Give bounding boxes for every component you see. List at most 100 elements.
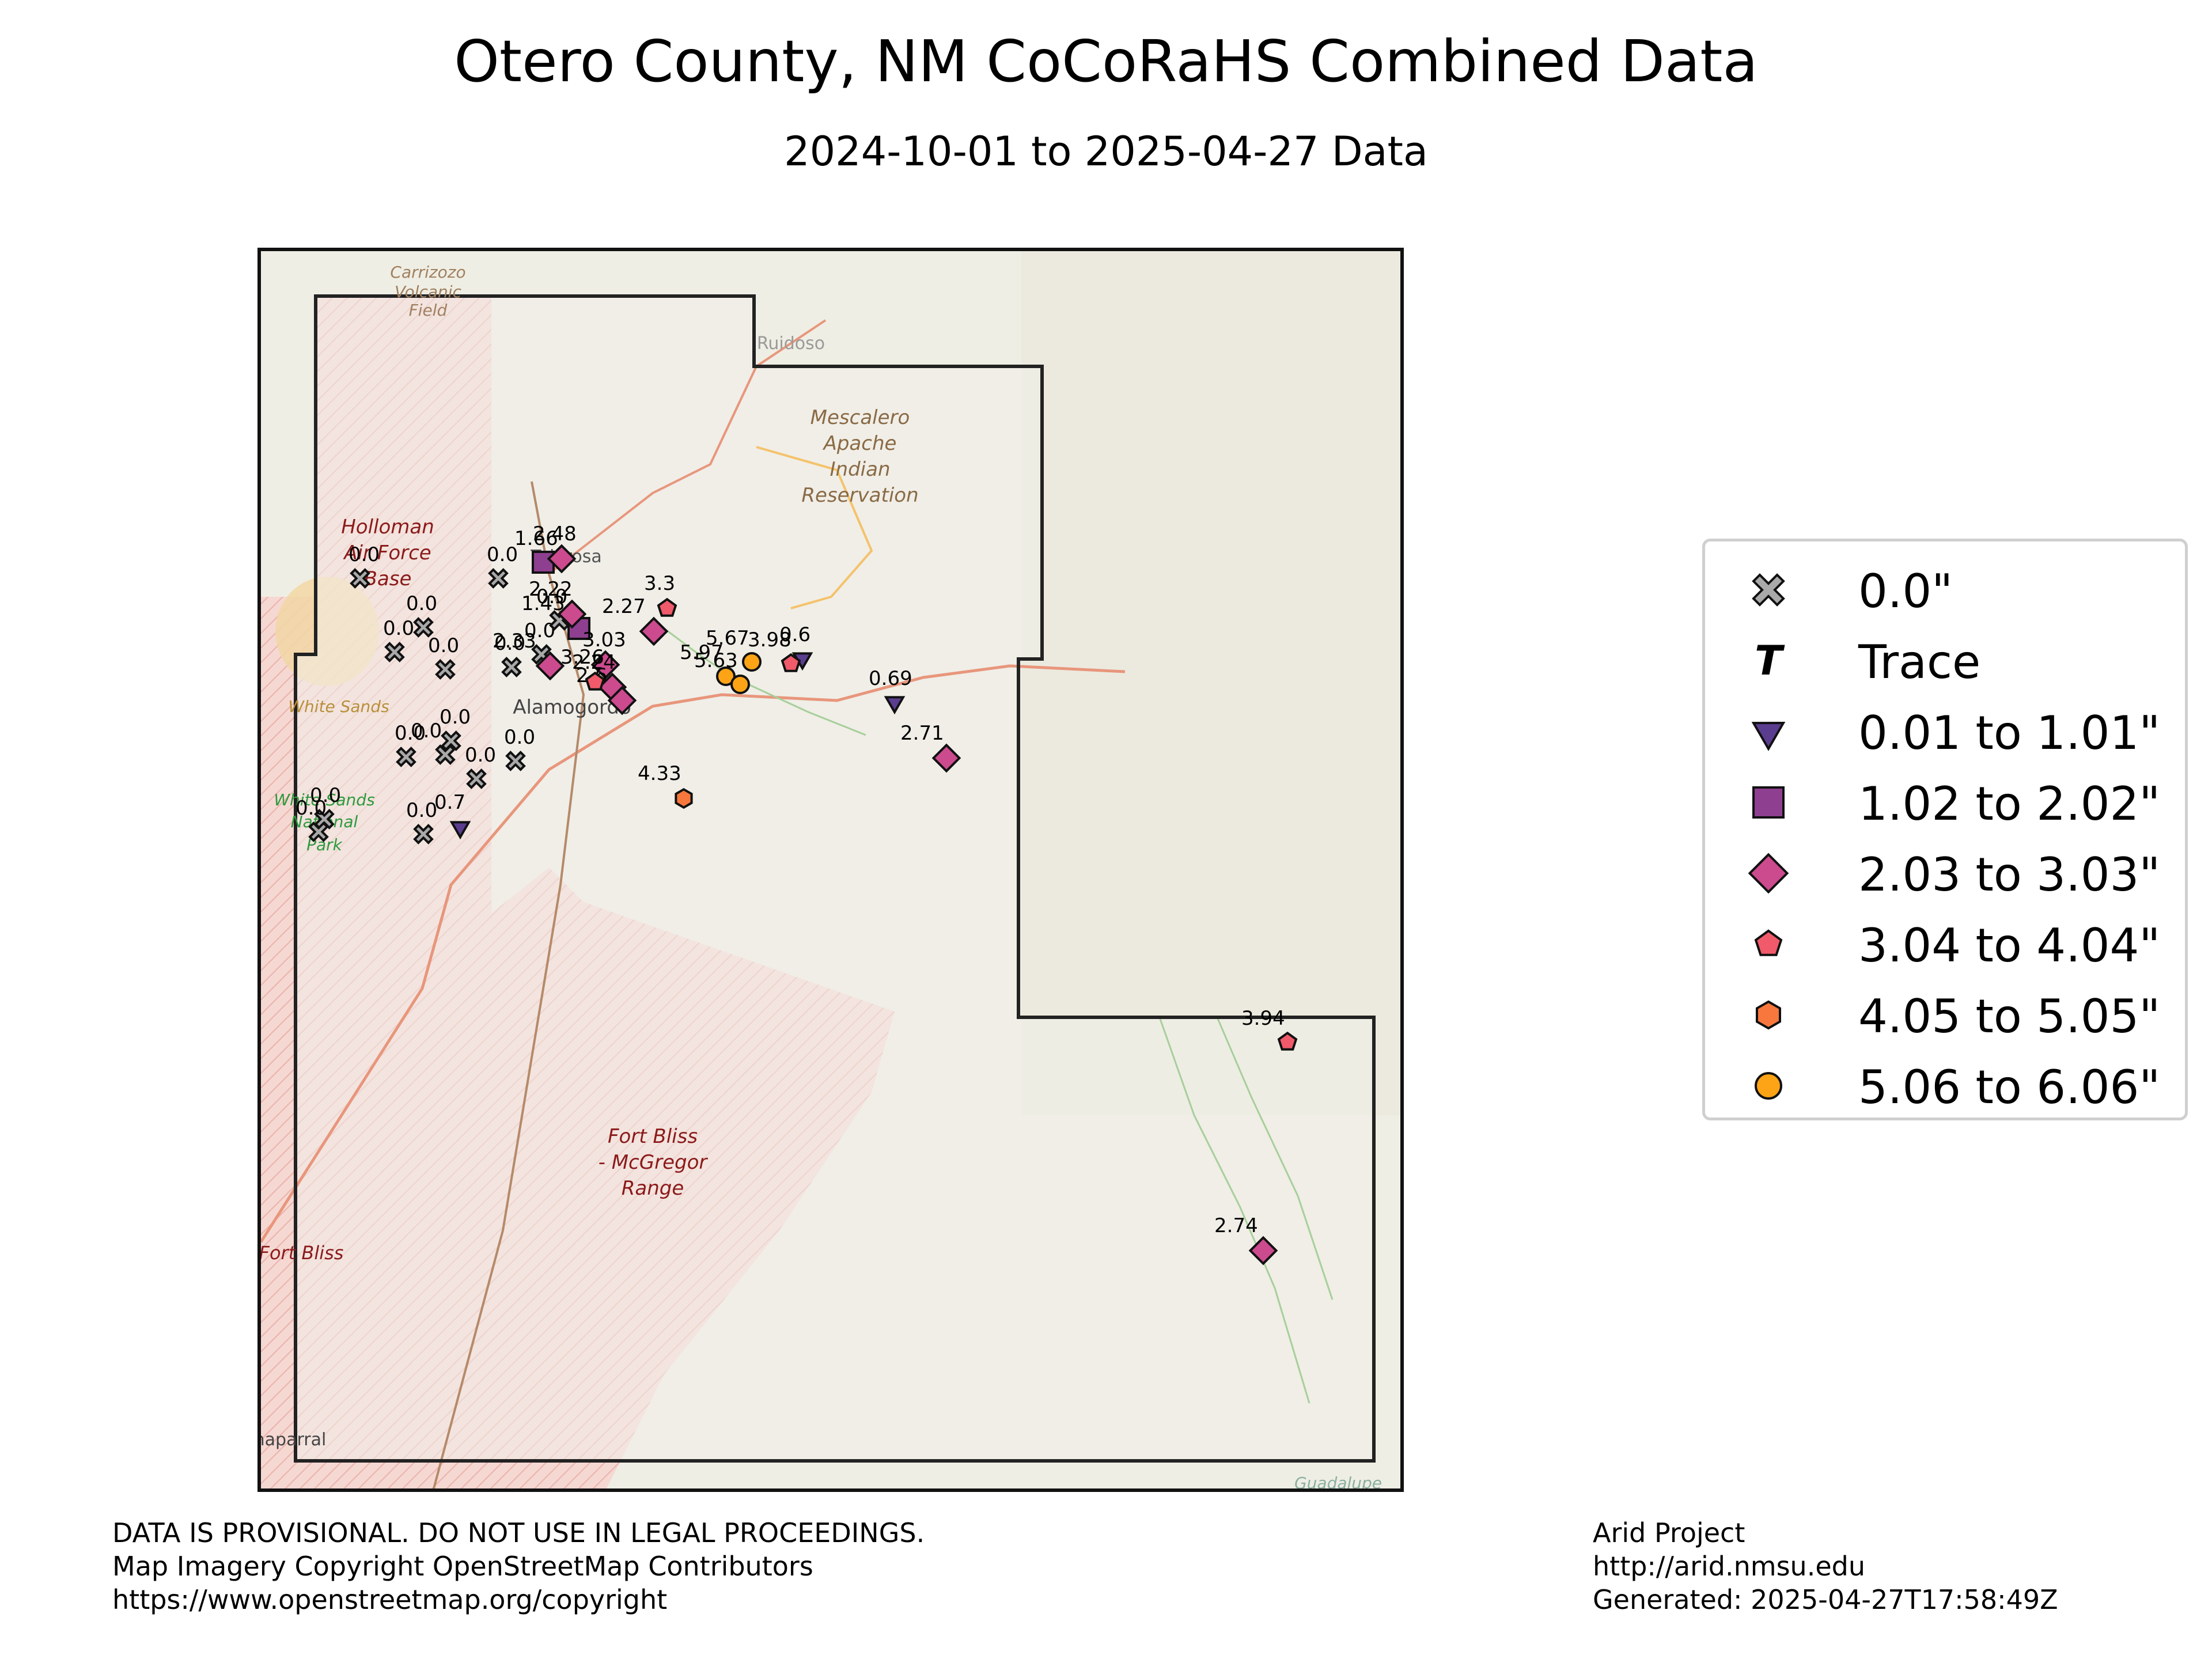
station-value-label: 0.0 [504, 726, 535, 749]
station-value-label: 3.94 [1241, 1007, 1285, 1030]
station-value-label: 0.0 [494, 632, 525, 655]
map-title: Otero County, NM CoCoRaHS Combined Data [454, 28, 1758, 95]
legend-box: 0.0" T Trace 0.01 to 1.01" 1.02 to 2.02" 2.03… [1702, 539, 2188, 1120]
map-subtitle: 2024-10-01 to 2025-04-27 Data [784, 128, 1428, 175]
station-marker[interactable] [396, 747, 416, 767]
hexagon-icon [1756, 1000, 1781, 1030]
station-value-label: 0.0 [296, 797, 327, 820]
station-value-label: 1.66 [514, 527, 558, 550]
station-value-label: 5.97 [680, 641, 724, 664]
legend-item: T Trace [1705, 625, 2185, 696]
station-value-label: 0.0 [349, 543, 380, 566]
trace-t-icon: T [1755, 638, 1785, 684]
station-marker[interactable] [657, 597, 677, 617]
label-holloman-2: Air Force [343, 541, 431, 565]
svg-text:T: T [1755, 638, 1785, 684]
guadalupe-boundary [1216, 1017, 1334, 1300]
station-marker[interactable] [716, 666, 736, 686]
station-marker[interactable] [535, 651, 565, 681]
station-value-label: 3.26 [560, 646, 604, 669]
label-ruidoso: Ruidoso [757, 334, 825, 354]
station-marker[interactable] [557, 599, 587, 629]
station-marker[interactable] [781, 653, 801, 672]
station-value-label: 0.69 [869, 667, 912, 690]
station-marker[interactable] [1277, 1031, 1298, 1051]
label-holloman-1: Holloman [341, 516, 434, 539]
lincoln-nf-boundary [1158, 1017, 1310, 1404]
station-value-label: 0.0 [406, 592, 437, 615]
station-marker[interactable] [466, 768, 487, 789]
station-marker[interactable] [730, 675, 750, 694]
legend-label: 4.05 to 5.05" [1858, 990, 2161, 1043]
station-marker[interactable] [505, 751, 526, 771]
station-value-label: 0.7 [434, 791, 465, 814]
station-value-label: 5.67 [706, 627, 749, 650]
label-mescalero-2: Apache [823, 432, 897, 455]
label-mescalero-3: Indian [830, 458, 891, 481]
diamond-icon [1748, 853, 1789, 894]
station-marker[interactable] [931, 743, 961, 773]
station-value-label: 0.0 [411, 719, 442, 743]
station-marker[interactable] [1248, 1236, 1278, 1266]
map-panel[interactable]: Carrizozo Volcanic Field Ruidoso Mescale… [257, 248, 1404, 1492]
label-fort-bliss-3: Range [622, 1177, 684, 1200]
label-mescalero-1: Mescalero [810, 406, 910, 429]
station-marker[interactable] [639, 616, 669, 646]
highway-road [261, 664, 1126, 1243]
station-marker[interactable] [501, 657, 522, 677]
station-value-label: 0.0 [406, 799, 437, 822]
x-marker-icon [1752, 573, 1785, 607]
state-road [756, 446, 873, 609]
station-marker[interactable] [547, 544, 577, 574]
station-marker[interactable] [384, 642, 405, 662]
label-wsnp-1: White Sands [274, 790, 374, 809]
credits-block: Arid Project http://arid.nmsu.edu Genera… [1593, 1517, 2058, 1615]
legend-item: 2.03 to 3.03" [1705, 838, 2185, 908]
station-marker[interactable] [308, 821, 329, 842]
station-marker[interactable] [590, 650, 620, 680]
label-fort-bliss-2: - McGregor [599, 1151, 709, 1174]
station-value-label: 3.3 [644, 572, 675, 595]
station-marker[interactable] [350, 568, 370, 589]
station-marker[interactable] [413, 824, 434, 844]
station-value-label: 2.71 [900, 722, 944, 745]
square-icon [1752, 786, 1785, 819]
station-marker[interactable] [742, 652, 762, 672]
station-marker[interactable] [607, 685, 637, 715]
legend-item: 0.01 to 1.01" [1705, 696, 2185, 767]
station-value-label: 0.0 [465, 744, 496, 767]
legend-label: 2.03 to 3.03" [1858, 848, 2161, 902]
legend-label: 0.0" [1858, 565, 1953, 618]
station-value-label: 2.74 [1214, 1214, 1258, 1237]
station-value-label: 0.0 [428, 634, 459, 657]
station-value-label: 2.33 [493, 630, 536, 653]
station-value-label: 0.0 [395, 722, 426, 745]
station-marker[interactable] [532, 551, 555, 574]
station-marker[interactable] [449, 821, 471, 840]
station-marker[interactable] [884, 696, 906, 715]
station-value-label: 2.22 [529, 578, 573, 601]
station-marker[interactable] [413, 617, 434, 638]
label-carrizozo: Carrizozo [390, 263, 465, 282]
station-value-label: 0.0 [383, 617, 414, 640]
legend-label: 5.06 to 6.06" [1858, 1060, 2161, 1114]
station-marker[interactable] [585, 671, 605, 691]
label-field: Field [409, 301, 448, 320]
triangle-down-icon [1751, 721, 1786, 751]
legend-item: 1.02 to 2.02" [1705, 767, 2185, 838]
station-value-label: 4.33 [638, 762, 681, 785]
station-marker[interactable] [435, 659, 456, 680]
label-white-sands: White Sands [288, 697, 389, 716]
station-marker[interactable] [488, 568, 509, 589]
label-fort-bliss-1: Fort Bliss [608, 1125, 698, 1148]
station-marker[interactable] [435, 744, 456, 765]
station-marker[interactable] [675, 787, 693, 809]
station-marker[interactable] [441, 730, 461, 751]
terrain-shade [1021, 251, 1400, 1115]
station-value-label: 2.48 [533, 522, 577, 546]
label-guadalupe: Guadalupe [1294, 1474, 1382, 1488]
legend-label: 1.02 to 2.02" [1858, 777, 2161, 831]
legend-item: 0.0" [1705, 554, 2185, 625]
legend-item: 3.04 to 4.04" [1705, 908, 2185, 979]
county-fill [296, 296, 1374, 1461]
